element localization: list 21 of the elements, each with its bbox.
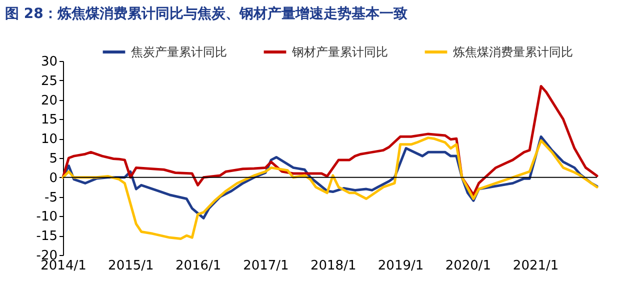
x-tick-label: 2018/1 bbox=[310, 258, 356, 274]
chart-title: 图 28：炼焦煤消费累计同比与焦炭、钢材产量增速走势基本一致 bbox=[5, 5, 408, 22]
y-tick-label: 25 bbox=[40, 74, 58, 89]
y-tick-label: 10 bbox=[40, 132, 58, 148]
x-tick-label: 2021/1 bbox=[512, 258, 559, 274]
legend-label: 钢材产量累计同比 bbox=[291, 45, 388, 59]
y-tick-label: 20 bbox=[40, 93, 58, 108]
y-tick-label: 15 bbox=[40, 112, 58, 128]
y-tick-label: -15 bbox=[36, 229, 58, 244]
legend-label: 炼焦煤消费量累计同比 bbox=[453, 45, 573, 59]
x-tick-label: 2017/1 bbox=[243, 258, 289, 274]
y-tick-label: 0 bbox=[49, 170, 58, 186]
y-tick-label: -5 bbox=[44, 190, 58, 206]
y-tick-label: 5 bbox=[49, 152, 58, 166]
x-tick-label: 2019/1 bbox=[378, 258, 424, 274]
y-tick-label: -10 bbox=[36, 210, 58, 225]
x-tick-label: 2016/1 bbox=[175, 258, 222, 274]
y-tick-label: 30 bbox=[40, 54, 58, 70]
x-tick-label: 2020/1 bbox=[445, 258, 492, 274]
legend-label: 焦炭产量累计同比 bbox=[131, 45, 227, 59]
x-tick-label: 2015/1 bbox=[108, 258, 154, 274]
